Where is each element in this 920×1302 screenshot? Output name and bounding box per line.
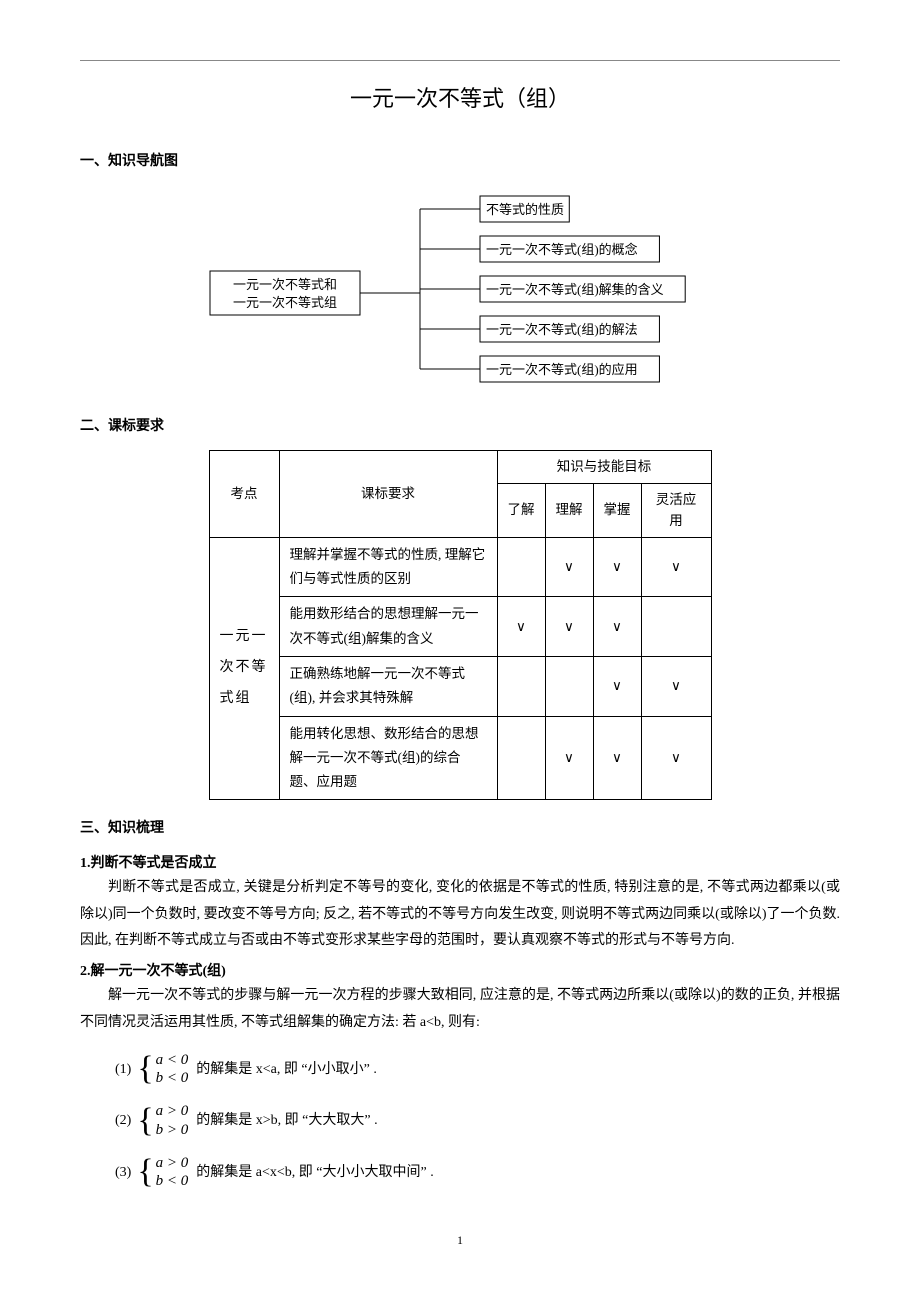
header-rule <box>80 60 840 61</box>
cell-mark <box>641 597 711 657</box>
svg-text:不等式的性质: 不等式的性质 <box>486 202 564 217</box>
th-kaodian: 考点 <box>209 450 279 537</box>
brace-conditions: a > 0b < 0 <box>156 1154 189 1192</box>
svg-text:一元一次不等式和: 一元一次不等式和 <box>233 277 337 292</box>
table-row: 一元一次不等式组理解并掌握不等式的性质, 理解它们与等式性质的区别∨∨∨ <box>209 537 711 597</box>
condition-line: b < 0 <box>156 1069 189 1088</box>
formula-item: (1) {a < 0b < 0 的解集是 x<a, 即 “小小取小” . <box>115 1051 840 1089</box>
cell-mark: ∨ <box>593 597 641 657</box>
formula-tail: 的解集是 x<a, 即 “小小取小” . <box>196 1060 377 1080</box>
condition-line: a > 0 <box>156 1102 189 1121</box>
cell-kaodian: 一元一次不等式组 <box>209 537 279 800</box>
brace-conditions: a < 0b < 0 <box>156 1051 189 1089</box>
svg-text:一元一次不等式(组)的解法: 一元一次不等式(组)的解法 <box>486 322 638 337</box>
th-level: 灵活应用 <box>641 483 711 537</box>
brace-group: {a > 0b < 0 <box>137 1154 188 1192</box>
section-1-heading: 一、知识导航图 <box>80 151 840 173</box>
sub1-heading: 1.判断不等式是否成立 <box>80 853 840 875</box>
table-head: 考点课标要求知识与技能目标了解理解掌握灵活应用 <box>209 450 711 537</box>
section-2-heading: 二、课标要求 <box>80 416 840 438</box>
brace-group: {a < 0b < 0 <box>137 1051 188 1089</box>
cell-mark: ∨ <box>593 656 641 716</box>
brace-icon: { <box>137 1155 153 1189</box>
cell-mark: ∨ <box>641 716 711 800</box>
nav-diagram-svg: 一元一次不等式和一元一次不等式组不等式的性质一元一次不等式(组)的概念一元一次不… <box>180 186 740 396</box>
cell-mark <box>497 537 545 597</box>
cell-requirement: 能用转化思想、数形结合的思想解一元一次不等式(组)的综合题、应用题 <box>279 716 497 800</box>
cell-mark: ∨ <box>545 537 593 597</box>
table-body: 一元一次不等式组理解并掌握不等式的性质, 理解它们与等式性质的区别∨∨∨能用数形… <box>209 537 711 800</box>
formula-tail: 的解集是 a<x<b, 即 “大小小大取中间” . <box>196 1163 433 1183</box>
table-row: 正确熟练地解一元一次不等式(组), 并会求其特殊解 ∨∨ <box>209 656 711 716</box>
th-requirement: 课标要求 <box>279 450 497 537</box>
cell-mark: ∨ <box>545 597 593 657</box>
cell-mark: ∨ <box>593 716 641 800</box>
cell-mark: ∨ <box>497 597 545 657</box>
formula-number: (3) <box>115 1163 131 1183</box>
formula-tail: 的解集是 x>b, 即 “大大取大” . <box>196 1111 377 1131</box>
th-level: 掌握 <box>593 483 641 537</box>
sub1-para: 判断不等式是否成立, 关键是分析判定不等号的变化, 变化的依据是不等式的性质, … <box>80 875 840 955</box>
condition-line: b > 0 <box>156 1121 189 1140</box>
cell-mark <box>497 716 545 800</box>
cell-requirement: 能用数形结合的思想理解一元一次不等式(组)解集的含义 <box>279 597 497 657</box>
cell-requirement: 理解并掌握不等式的性质, 理解它们与等式性质的区别 <box>279 537 497 597</box>
page-title: 一元一次不等式（组） <box>80 81 840 116</box>
svg-text:一元一次不等式(组)解集的含义: 一元一次不等式(组)解集的含义 <box>486 282 664 297</box>
formula-number: (1) <box>115 1060 131 1080</box>
cell-mark <box>545 656 593 716</box>
formula-item: (2) {a > 0b > 0 的解集是 x>b, 即 “大大取大” . <box>115 1102 840 1140</box>
cell-mark: ∨ <box>545 716 593 800</box>
table-row: 能用转化思想、数形结合的思想解一元一次不等式(组)的综合题、应用题∨∨∨ <box>209 716 711 800</box>
condition-line: b < 0 <box>156 1172 189 1191</box>
brace-conditions: a > 0b > 0 <box>156 1102 189 1140</box>
th-level: 理解 <box>545 483 593 537</box>
requirements-table: 考点课标要求知识与技能目标了解理解掌握灵活应用 一元一次不等式组理解并掌握不等式… <box>209 450 712 800</box>
th-level: 了解 <box>497 483 545 537</box>
brace-group: {a > 0b > 0 <box>137 1102 188 1140</box>
cell-requirement: 正确熟练地解一元一次不等式(组), 并会求其特殊解 <box>279 656 497 716</box>
formula-number: (2) <box>115 1111 131 1131</box>
formula-item: (3) {a > 0b < 0 的解集是 a<x<b, 即 “大小小大取中间” . <box>115 1154 840 1192</box>
sub2-heading: 2.解一元一次不等式(组) <box>80 961 840 983</box>
svg-text:一元一次不等式(组)的应用: 一元一次不等式(组)的应用 <box>486 362 638 377</box>
th-group: 知识与技能目标 <box>497 450 711 483</box>
svg-text:一元一次不等式组: 一元一次不等式组 <box>233 295 337 310</box>
brace-icon: { <box>137 1104 153 1138</box>
cell-mark <box>497 656 545 716</box>
sub2-para: 解一元一次不等式的步骤与解一元一次方程的步骤大致相同, 应注意的是, 不等式两边… <box>80 983 840 1036</box>
cell-mark: ∨ <box>593 537 641 597</box>
table-row: 能用数形结合的思想理解一元一次不等式(组)解集的含义∨∨∨ <box>209 597 711 657</box>
brace-icon: { <box>137 1052 153 1086</box>
condition-line: a > 0 <box>156 1154 189 1173</box>
cell-mark: ∨ <box>641 656 711 716</box>
formula-list: (1){a < 0b < 0 的解集是 x<a, 即 “小小取小” .(2){a… <box>80 1051 840 1192</box>
nav-diagram: 一元一次不等式和一元一次不等式组不等式的性质一元一次不等式(组)的概念一元一次不… <box>80 186 840 396</box>
page-number: 1 <box>80 1231 840 1250</box>
section-3-heading: 三、知识梳理 <box>80 818 840 840</box>
svg-text:一元一次不等式(组)的概念: 一元一次不等式(组)的概念 <box>486 242 638 257</box>
condition-line: a < 0 <box>156 1051 189 1070</box>
cell-mark: ∨ <box>641 537 711 597</box>
